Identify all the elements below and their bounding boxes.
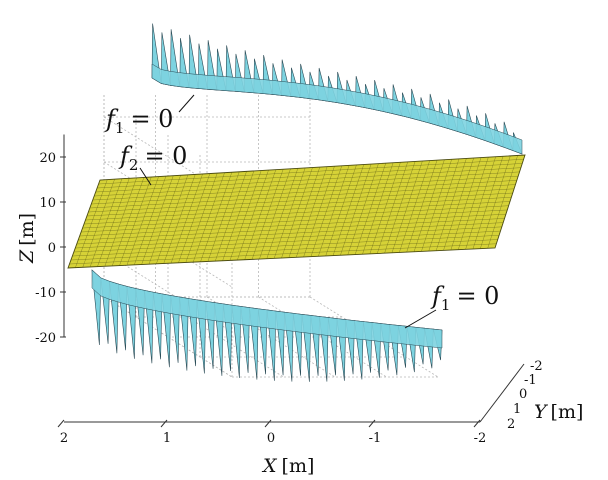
x-tick-label: 2	[60, 431, 68, 446]
svg-text:f1= 0: f1 = 0	[104, 105, 173, 137]
annotation-f1-upper: f1 = 0	[104, 94, 195, 137]
z-tick-label: 0	[48, 241, 56, 256]
axes	[63, 134, 525, 423]
z-tick-label: 10	[39, 196, 56, 211]
surface-f1-upper	[151, 23, 523, 155]
z-tick-label: 20	[39, 151, 56, 166]
x-axis-label: X [m]	[261, 455, 314, 477]
x-tick-label: -1	[369, 431, 382, 446]
x-tick-label: 0	[267, 431, 275, 446]
y-tick-label: 1	[513, 402, 521, 417]
y-tick-label: 2	[507, 417, 515, 432]
surface-f1-lower	[91, 269, 443, 382]
x-tick-label: 1	[163, 431, 171, 446]
z-tick-label: -20	[35, 331, 56, 346]
svg-text:f1= 0: f1 = 0	[430, 282, 499, 314]
surface-f2-plane	[67, 154, 526, 269]
z-axis-label: Z[m]	[16, 213, 38, 264]
z-tick-label: -10	[35, 286, 56, 301]
y-axis-label: Y [m]	[534, 401, 583, 423]
x-tick-label: -2	[474, 431, 487, 446]
annotation-f1-lower: f1 = 0	[404, 282, 499, 329]
y-tick-label: -2	[530, 359, 543, 374]
y-tick-label: -1	[524, 373, 537, 388]
y-tick-label: 0	[519, 387, 527, 402]
svg-text:f2= 0: f2 = 0	[118, 142, 187, 174]
